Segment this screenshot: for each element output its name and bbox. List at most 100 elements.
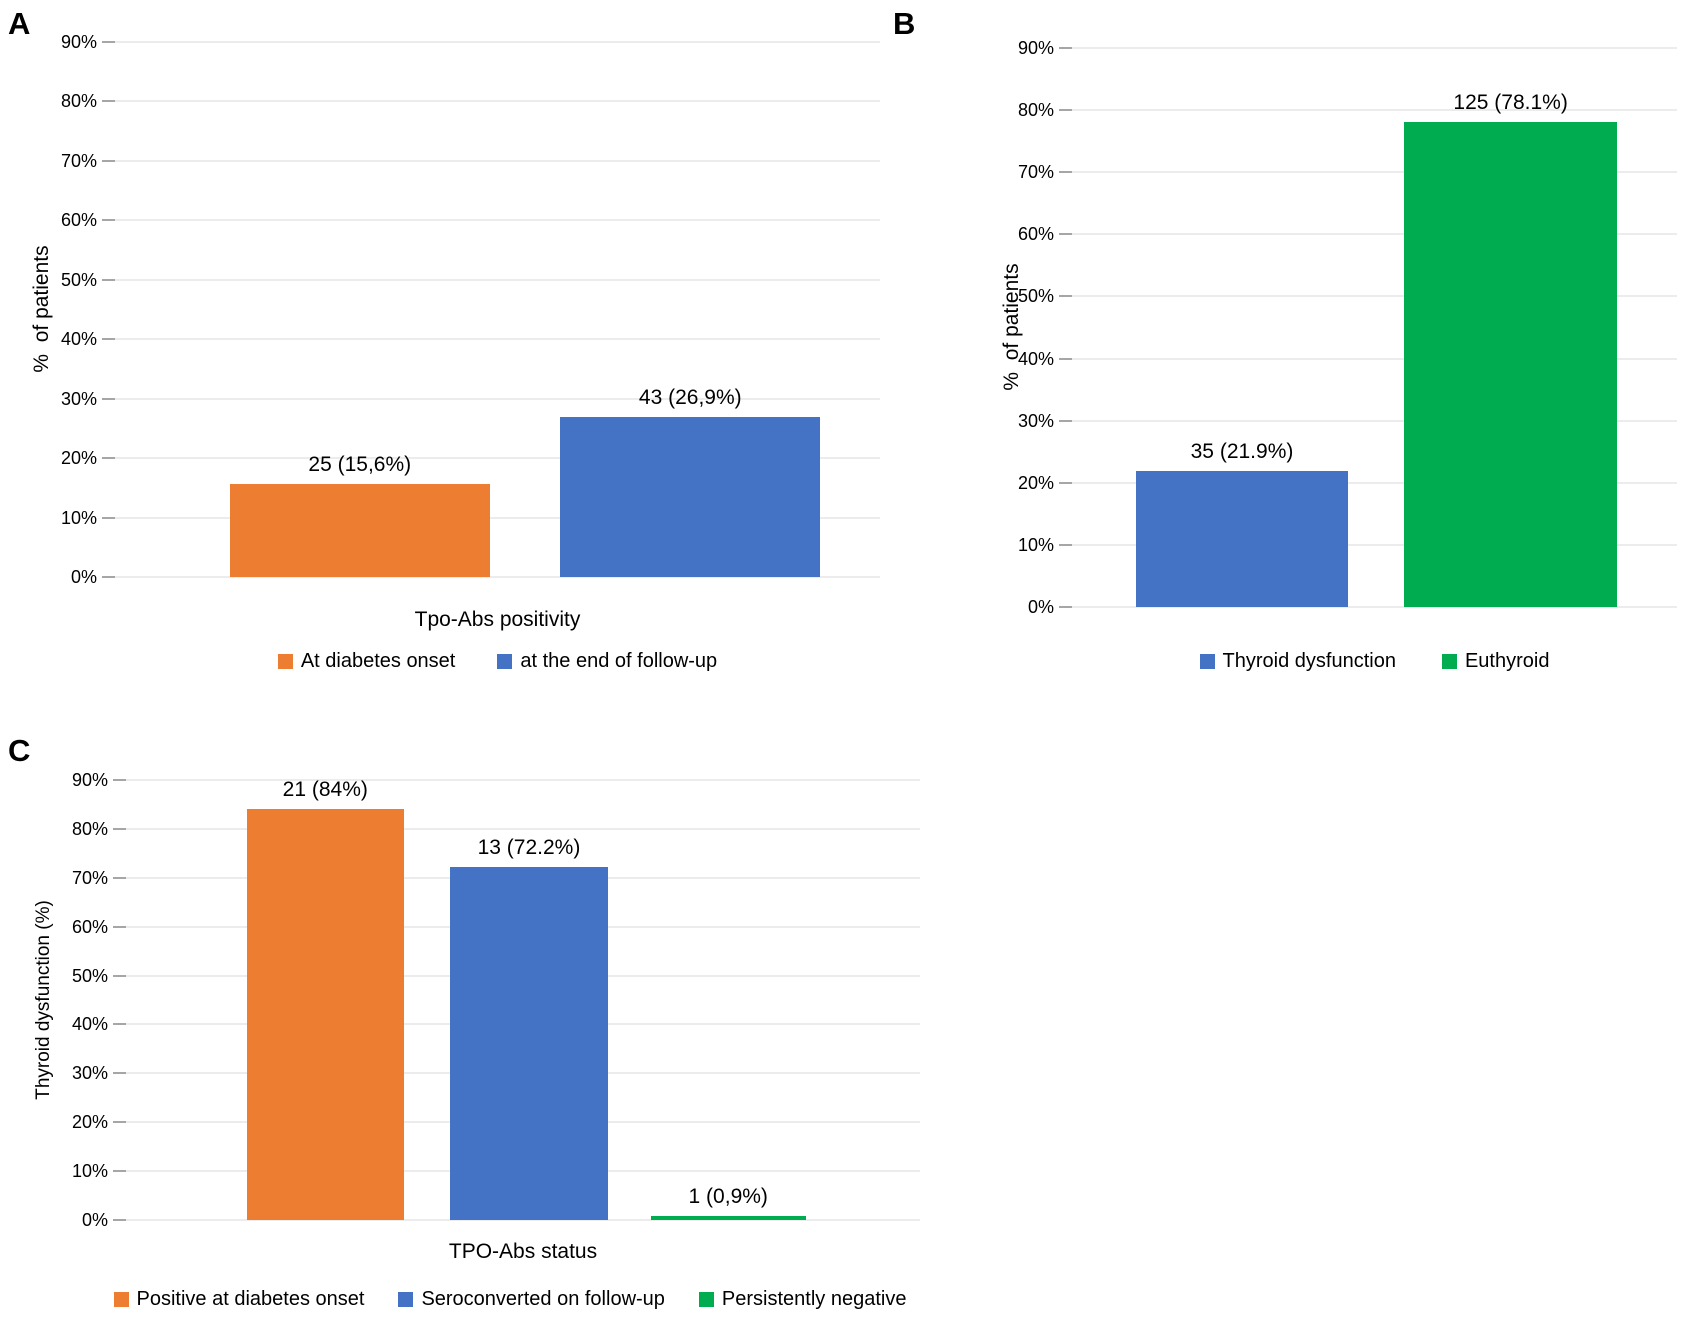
y-axis-tick-label: 20%: [71, 1112, 108, 1133]
legend: Positive at diabetes onset Seroconverted …: [90, 1288, 930, 1311]
y-axis-tick-mark: [1059, 295, 1072, 298]
y-axis-tick-mark: [113, 779, 126, 781]
plot-area: 90% 80% 70% 60% 50% 40% 30% 20% 10% 0% 25 (15,6%) 4…: [61, 33, 880, 586]
y-axis-tick-label: 30%: [60, 388, 97, 409]
gridline: [1072, 171, 1677, 173]
y-axis-tick-label: 50%: [60, 269, 97, 290]
y-axis-tick-label: 10%: [1017, 534, 1054, 555]
y-axis-tick-mark: [113, 876, 126, 879]
y-axis-tick-mark: [1059, 171, 1072, 174]
y-axis-tick-mark: [113, 1219, 126, 1221]
y-axis-tick-mark: [113, 827, 126, 830]
gridline: [115, 338, 880, 340]
gridline: [1072, 482, 1677, 484]
y-axis-label: % of patients: [1000, 263, 1023, 391]
y-axis-tick-label: 50%: [1017, 286, 1054, 307]
y-axis-tick-label: 30%: [1017, 410, 1054, 431]
legend-item-seroconverted-on-follow-up: Seroconverted on follow-up: [398, 1288, 665, 1311]
y-axis-tick-mark: [102, 159, 115, 162]
bar-data-label: 43 (26,9%): [638, 386, 742, 410]
gridline: [115, 100, 880, 102]
legend-swatch: [1199, 654, 1215, 669]
bar-at-the-end-of-follow-up: [560, 417, 821, 577]
bar-data-label: 13 (72.2%): [477, 836, 581, 860]
gridline: [115, 160, 880, 162]
legend-swatch: [277, 654, 293, 669]
y-axis-tick-label: 10%: [60, 507, 97, 528]
y-axis-tick-mark: [1059, 357, 1072, 360]
y-axis-tick-label: 90%: [60, 32, 97, 52]
gridline: [1072, 420, 1677, 422]
gridline: [1072, 109, 1677, 111]
y-axis-tick-label: 10%: [71, 1161, 108, 1182]
legend-label: Thyroid dysfunction: [1222, 650, 1396, 672]
y-axis-tick-mark: [113, 1023, 126, 1026]
legend-label: Seroconverted on follow-up: [421, 1288, 665, 1310]
legend-label: Positive at diabetes onset: [136, 1288, 365, 1310]
y-axis-tick-mark: [102, 397, 115, 400]
y-axis-tick-label: 80%: [71, 818, 108, 839]
y-axis-tick-mark: [102, 219, 115, 222]
bar-positive-at-diabetes-onset: [246, 809, 404, 1220]
panel-label-c: C: [8, 733, 31, 768]
y-axis-tick-mark: [102, 576, 115, 578]
legend: Thyroid dysfunction Euthyroid: [1072, 650, 1677, 673]
bar-data-label: 21 (84%): [282, 778, 368, 802]
gridline: [115, 457, 880, 459]
plot-area: 90% 80% 70% 60% 50% 40% 30% 20% 10% 0% 35 (21.9%) 1…: [1018, 39, 1677, 616]
y-axis-tick-mark: [113, 1170, 126, 1173]
y-axis-tick-label: 30%: [71, 1063, 108, 1084]
legend-swatch: [1441, 654, 1457, 669]
gridline: [115, 517, 880, 519]
legend-label: At diabetes onset: [300, 650, 456, 672]
y-axis-tick-label: 80%: [1017, 100, 1054, 121]
y-axis-tick-mark: [102, 41, 115, 43]
gridline: [126, 828, 920, 830]
y-axis-tick-label: 60%: [71, 916, 108, 937]
gridline: [115, 41, 880, 43]
y-axis-tick-mark: [102, 278, 115, 281]
y-axis-label: % of patients: [30, 245, 53, 373]
legend-label: at the end of follow-up: [520, 650, 718, 672]
y-axis-tick-label: 0%: [70, 567, 97, 587]
bar-data-label: 35 (21.9%): [1190, 439, 1294, 463]
y-axis-tick-mark: [1059, 543, 1072, 546]
legend-item-euthyroid: Euthyroid: [1441, 650, 1550, 673]
y-axis-tick-label: 20%: [60, 448, 97, 469]
y-axis-tick-label: 0%: [81, 1210, 108, 1230]
y-axis-tick-mark: [113, 974, 126, 977]
bar-thyroid-dysfunction: [1136, 470, 1348, 607]
legend-label: Persistently negative: [721, 1288, 907, 1310]
legend: At diabetes onset at the end of follow-up: [115, 650, 880, 673]
y-axis-tick-label: 60%: [60, 210, 97, 231]
y-axis-tick-mark: [102, 457, 115, 460]
y-axis-tick-mark: [1059, 481, 1072, 484]
chart-panel-a: A % of patients 90% 80% 70% 60% 50% 40% 30% 20%…: [0, 0, 880, 690]
bar-data-label: 125 (78.1%): [1453, 90, 1568, 114]
plot-area: 90% 80% 70% 60% 50% 40% 30% 20% 10% 0% 21 (84%) 13 …: [72, 771, 920, 1229]
legend-item-thyroid-dysfunction: Thyroid dysfunction: [1199, 650, 1396, 673]
legend-item-at-the-end-of-follow-up: at the end of follow-up: [497, 650, 717, 673]
legend-item-persistently-negative: Persistently negative: [698, 1288, 907, 1311]
gridline: [115, 576, 880, 578]
panel-label-b: B: [893, 6, 916, 41]
legend-swatch: [497, 654, 513, 669]
y-axis-tick-mark: [113, 1121, 126, 1124]
gridline: [115, 398, 880, 400]
y-axis-tick-mark: [102, 516, 115, 519]
y-axis-tick-mark: [113, 925, 126, 928]
y-axis-tick-mark: [1059, 233, 1072, 236]
bar-euthyroid: [1404, 121, 1618, 607]
legend-label: Euthyroid: [1464, 650, 1550, 672]
x-axis-label: TPO-Abs status: [448, 1240, 598, 1263]
legend-swatch: [113, 1292, 129, 1307]
gridline: [115, 279, 880, 281]
panel-label-a: A: [8, 6, 31, 41]
bar-data-label: 1 (0,9%): [688, 1184, 768, 1208]
gridline: [1072, 606, 1677, 608]
gridline: [1072, 358, 1677, 360]
y-axis-tick-label: 90%: [1017, 38, 1054, 58]
gridline: [126, 1219, 920, 1221]
chart-panel-c: C Thyroid dysfunction (%) 90% 80% 70% 60% 50…: [0, 690, 940, 1325]
bar-data-label: 25 (15,6%): [308, 453, 412, 477]
